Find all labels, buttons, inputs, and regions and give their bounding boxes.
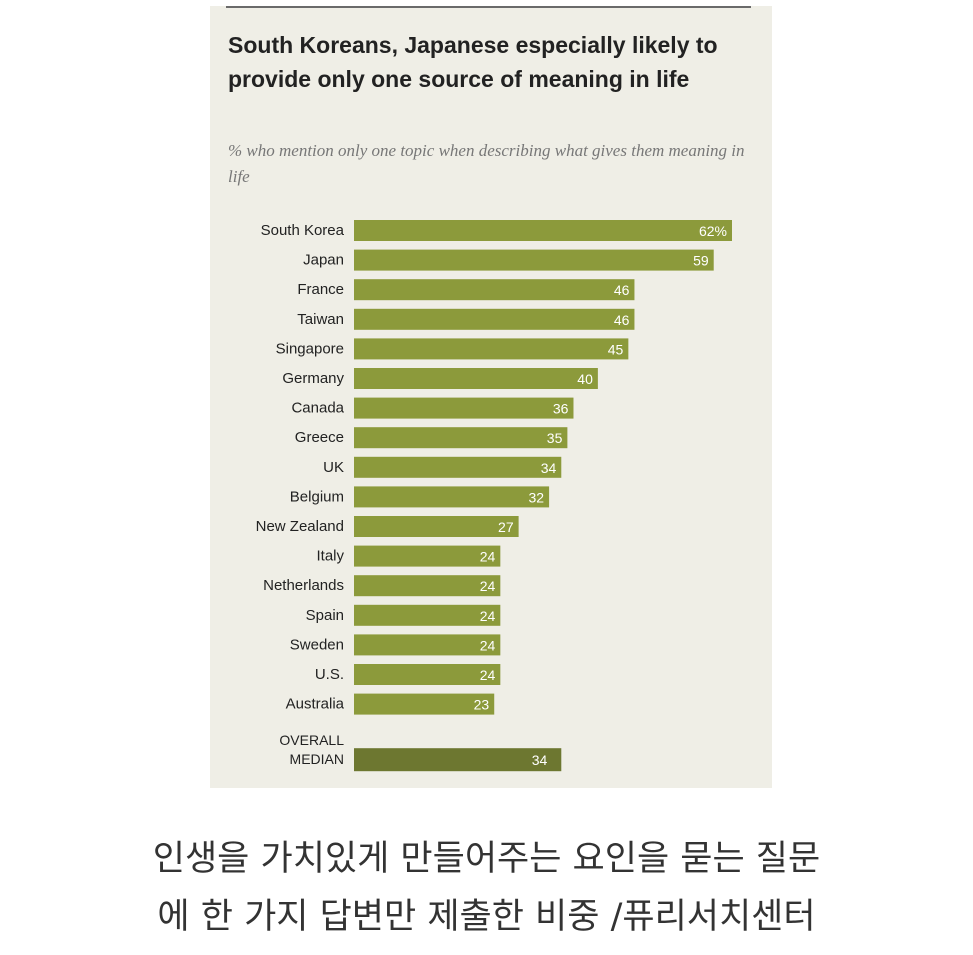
data-label: 59: [693, 253, 709, 269]
category-label: South Korea: [261, 222, 345, 239]
data-label: 24: [480, 637, 496, 653]
data-label: 24: [480, 667, 496, 683]
bar: [354, 427, 568, 449]
bar: [354, 368, 598, 389]
caption-line-2: 에 한 가지 답변만 제출한 비중 /퓨리서치센터: [157, 897, 816, 937]
caption: 인생을 가치있게 만들어주는 요인을 묻는 질문 에 한 가지 답변만 제출한 …: [0, 830, 973, 946]
data-label: 46: [614, 282, 630, 298]
category-label: Singapore: [276, 340, 344, 357]
category-label: France: [297, 281, 344, 298]
category-label: Taiwan: [297, 311, 344, 328]
data-label: 46: [614, 312, 630, 328]
data-label: 36: [553, 401, 569, 417]
bar: [354, 456, 562, 478]
data-label: 24: [480, 608, 496, 624]
chart-card: [210, 6, 772, 788]
bar: [354, 220, 732, 241]
data-label: 35: [547, 430, 563, 446]
median-label-line-1: OVERALL: [279, 732, 344, 748]
category-label: Italy: [316, 548, 344, 565]
bar: [354, 279, 635, 301]
bar: [354, 664, 501, 685]
data-label: 45: [608, 341, 624, 357]
bar: [354, 338, 629, 360]
bar-chart: South Korea 62% Japan 59 France 46 Taiwan 46 Sin…: [256, 220, 732, 772]
data-label: 34: [541, 460, 557, 476]
category-label: Sweden: [290, 636, 344, 653]
bar: [354, 308, 635, 330]
chart-title: South Koreans, Japanese especially likel…: [228, 32, 718, 92]
category-label: Australia: [286, 696, 345, 713]
median-label-line-2: MEDIAN: [290, 751, 344, 767]
data-label: 32: [529, 489, 545, 505]
category-label: Canada: [291, 400, 344, 417]
data-label: 24: [480, 549, 496, 565]
bar: [354, 634, 501, 656]
data-label: 27: [498, 519, 514, 535]
category-label: Germany: [282, 370, 344, 387]
bar: [354, 249, 714, 271]
bar: [354, 575, 501, 597]
bar: [354, 693, 495, 715]
category-label: Netherlands: [263, 577, 344, 594]
data-label: 24: [480, 578, 496, 594]
median-data-label: 34: [532, 752, 548, 768]
bar: [354, 545, 501, 567]
category-label: Spain: [306, 607, 344, 624]
caption-line-1: 인생을 가치있게 만들어주는 요인을 묻는 질문: [152, 839, 821, 879]
data-label: 23: [474, 697, 490, 713]
bar: [354, 397, 574, 419]
category-label: Japan: [303, 252, 344, 269]
chart-subtitle: % who mention only one topic when descri…: [228, 141, 745, 186]
bar: [354, 604, 501, 626]
data-label: 40: [577, 371, 593, 387]
category-label: Belgium: [290, 488, 344, 505]
category-label: New Zealand: [256, 518, 344, 535]
category-label: Greece: [295, 429, 344, 446]
bar: [354, 516, 519, 537]
median-bar: [354, 748, 562, 772]
top-rule: [226, 6, 751, 8]
bar: [354, 486, 550, 508]
category-label: UK: [323, 459, 344, 476]
category-label: U.S.: [315, 666, 344, 683]
data-label: 62%: [699, 223, 727, 239]
